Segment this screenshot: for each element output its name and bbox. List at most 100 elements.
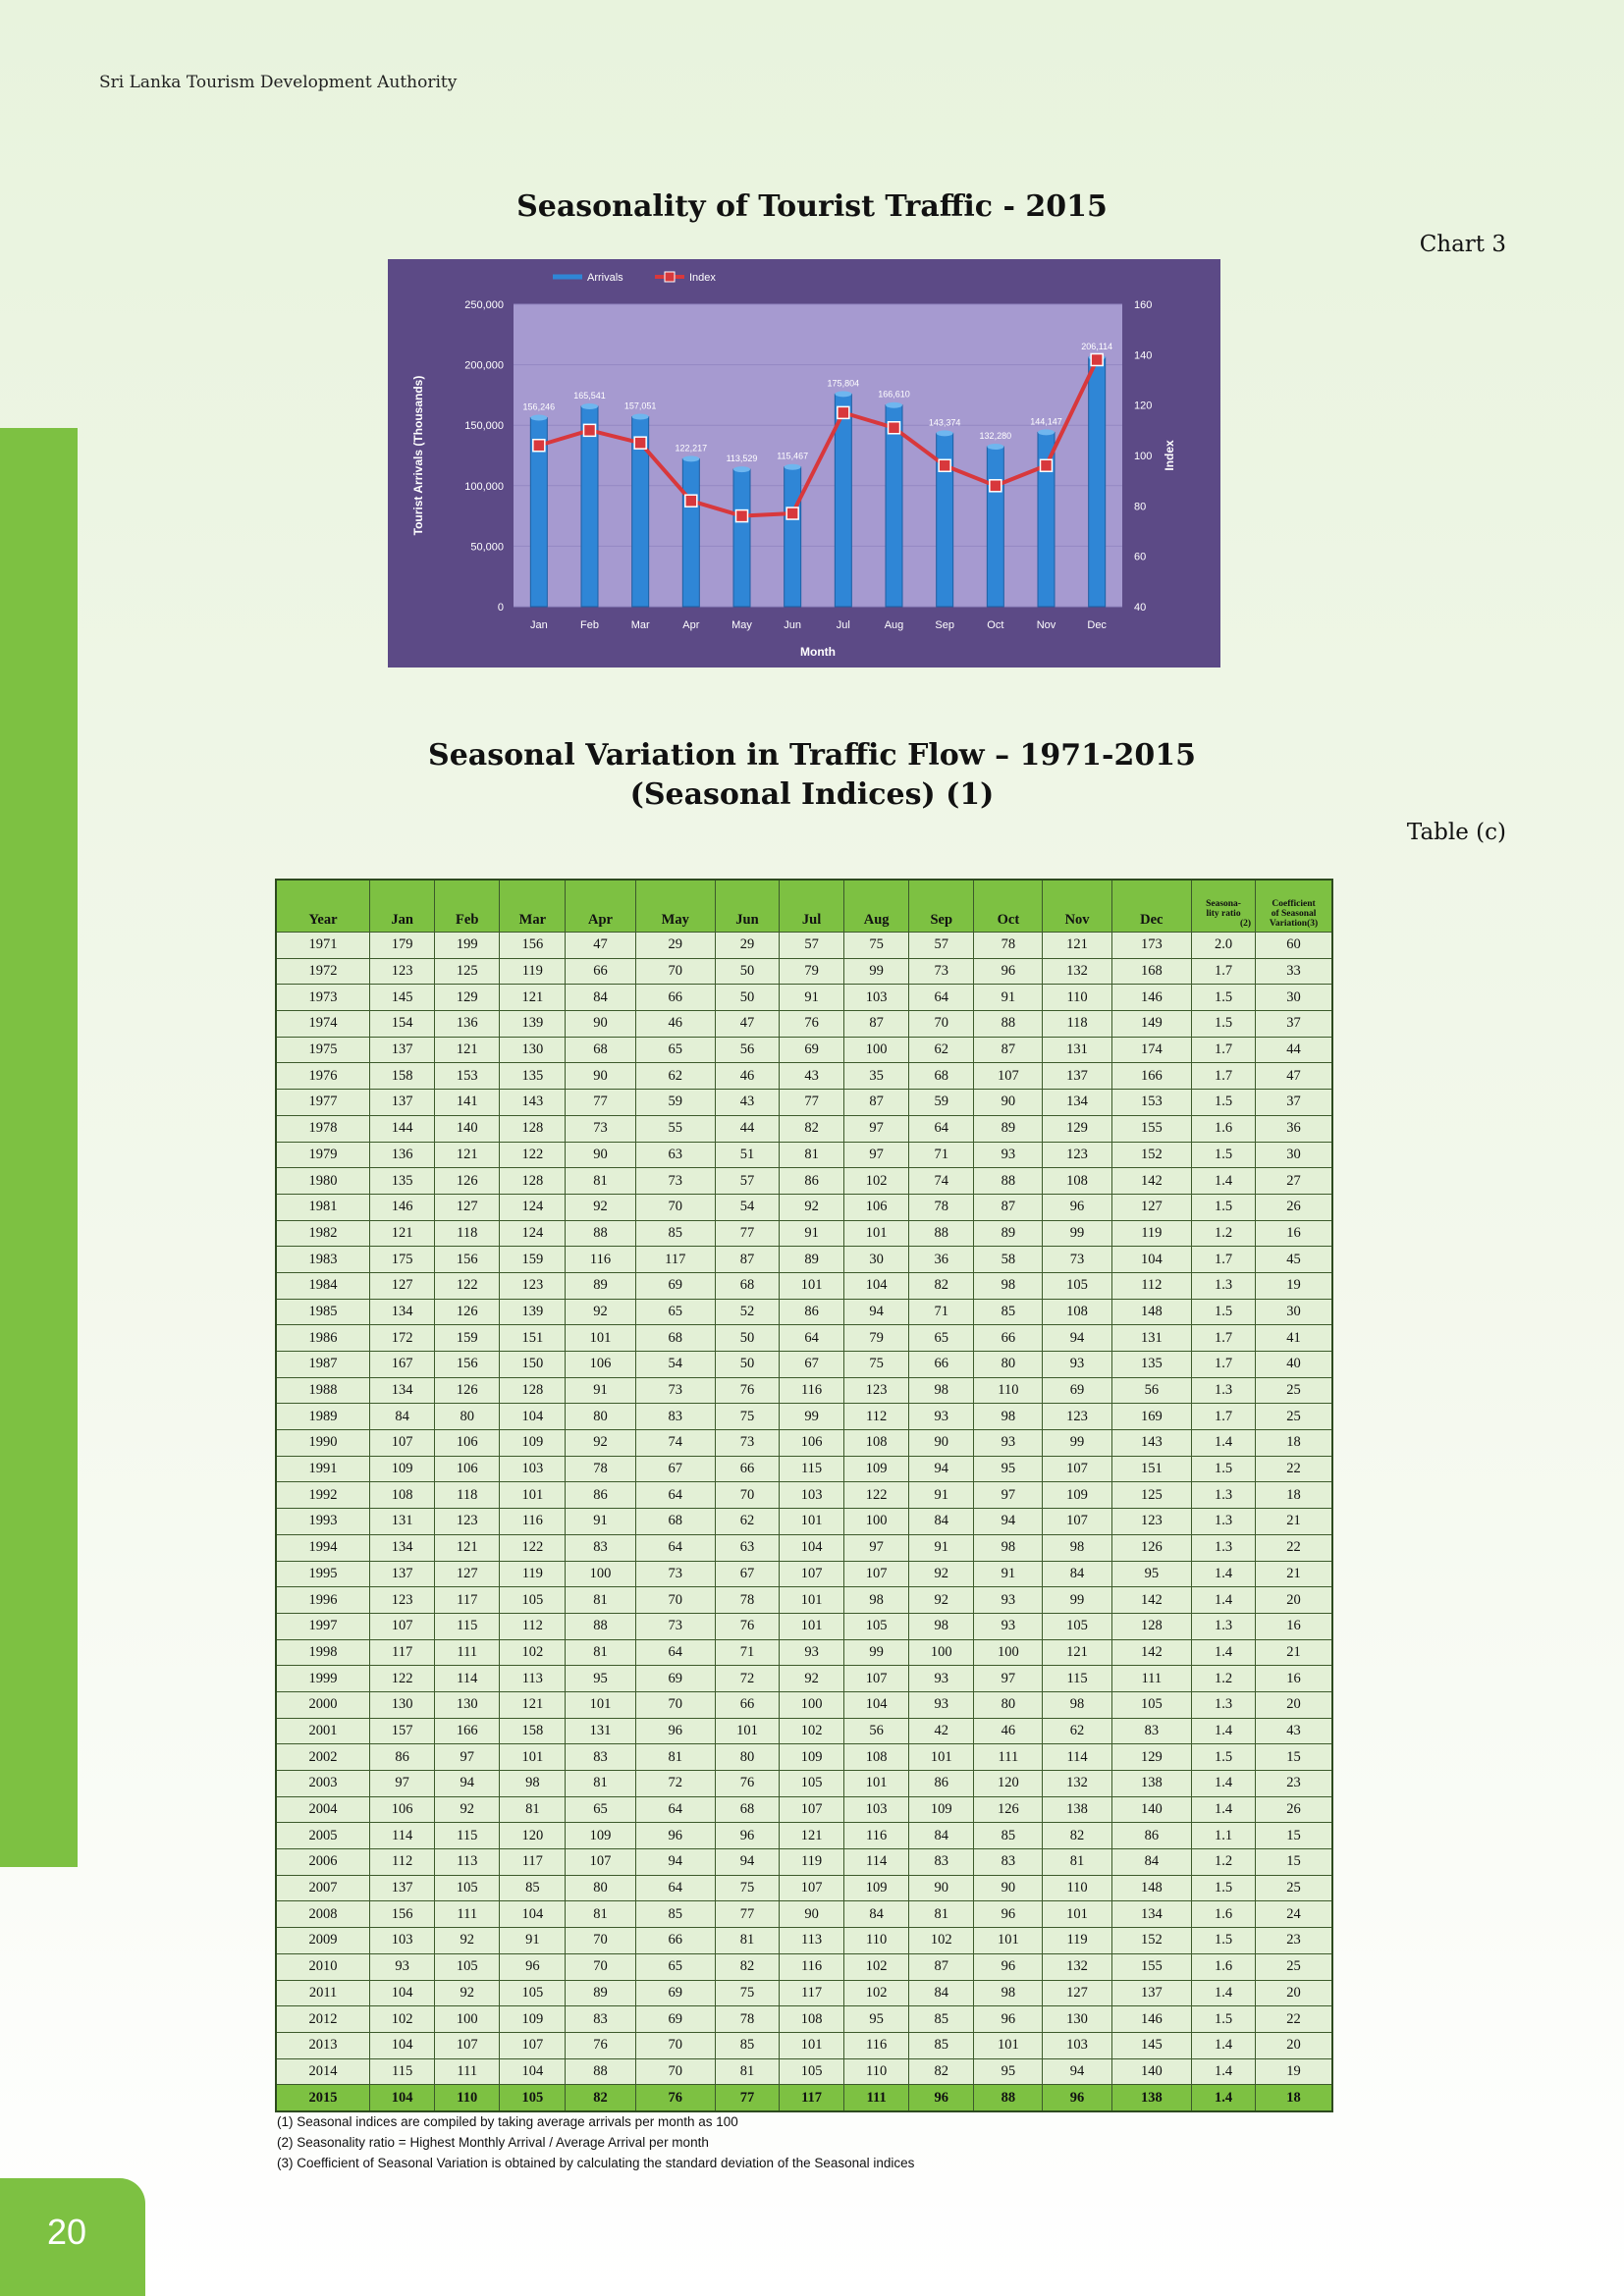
table-cell: 70: [714, 1481, 781, 1510]
table-cell: 104: [499, 2057, 567, 2086]
table-cell: 30: [843, 1246, 910, 1273]
table-cell: 62: [634, 1062, 716, 1091]
table-cell: 91: [565, 1508, 636, 1535]
table-cell: 119: [1042, 1927, 1112, 1954]
bar-cap: [987, 444, 1004, 451]
x-tick-label: Mar: [631, 619, 650, 631]
table-row: 1990 107 106 109 92 74 73 106 108 90 93 99 143 1.4 18: [275, 1429, 1333, 1457]
table-cell: 109: [908, 1795, 975, 1824]
y2-tick-label: 40: [1134, 602, 1146, 614]
table-cell: 90: [779, 1900, 845, 1929]
table-cell: 98: [908, 1612, 975, 1640]
y2-tick-label: 160: [1134, 299, 1152, 311]
table-cell: 153: [434, 1062, 501, 1091]
index-marker: [532, 438, 546, 453]
table-cell: 125: [1110, 1481, 1193, 1510]
table-cell: 1.3: [1190, 1271, 1257, 1300]
table-cell: 156: [434, 1351, 501, 1378]
table-row: 2009 103 92 91 70 66 81 113 110 102 101 119 152 1.5 23: [275, 1927, 1333, 1954]
table-cell: 126: [973, 1795, 1044, 1824]
table-cell: 110: [434, 2084, 501, 2112]
table-cell: 20: [1255, 1979, 1333, 2007]
table-cell: 84: [565, 984, 636, 1012]
x-tick-label: Jan: [530, 619, 548, 631]
year-cell: 2011: [275, 1979, 371, 2007]
year-cell: 1979: [275, 1141, 371, 1169]
table-cell: 100: [565, 1560, 636, 1588]
table-cell: 27: [1255, 1167, 1333, 1195]
table-cell: 65: [565, 1795, 636, 1824]
table-cell: 126: [434, 1376, 501, 1405]
table-cell: 134: [369, 1376, 436, 1405]
table-cell: 25: [1255, 1376, 1333, 1405]
table-cell: 18: [1255, 2084, 1333, 2112]
y2-tick-label: 100: [1134, 451, 1152, 462]
note-1: (1) Seasonal indices are compiled by tak…: [277, 2114, 738, 2129]
table-cell: 88: [973, 1010, 1044, 1038]
table-row: 1982 121 118 124 88 85 77 91 101 88 89 99 119 1.2 16: [275, 1219, 1333, 1248]
table-cell: 99: [843, 957, 910, 986]
y-tick-label: 50,000: [470, 541, 504, 553]
table-cell: 91: [779, 984, 845, 1012]
index-marker: [633, 436, 647, 450]
table-ref: Table (c): [1406, 820, 1506, 845]
table-cell: 101: [1042, 1900, 1112, 1929]
table-cell: 109: [499, 1429, 567, 1457]
table-cell: 46: [634, 1010, 716, 1038]
table-cell: 100: [908, 1638, 975, 1667]
table-cell: 94: [714, 1848, 781, 1876]
table-cell: 104: [369, 1979, 436, 2007]
coef-header-line2: of Seasonal: [1271, 909, 1317, 919]
table-cell: 106: [843, 1193, 910, 1221]
table-cell: 70: [634, 1193, 716, 1221]
table-cell: 115: [434, 1822, 501, 1850]
table-cell: 96: [908, 2084, 975, 2112]
table-row: 1980 135 126 128 81 73 57 86 102 74 88 108 142 1.4 27: [275, 1167, 1333, 1195]
table-cell: 67: [779, 1351, 845, 1378]
table-cell: 62: [714, 1508, 781, 1535]
table-cell: 97: [843, 1533, 910, 1562]
table-cell: 150: [499, 1351, 567, 1378]
table-cell: 99: [779, 1403, 845, 1431]
seasonality-chart: 0 50,000 100,000 150,000 200,000 250,000 40 60 8…: [388, 259, 1220, 667]
table-row: 2008 156 111 104 81 85 77 90 84 81 96 101 134 1.6 24: [275, 1900, 1333, 1929]
bar-cap: [581, 403, 598, 410]
table-cell: 65: [634, 1298, 716, 1326]
table-row: 1981 146 127 124 92 70 54 92 106 78 87 96 127 1.5 26: [275, 1193, 1333, 1221]
table-cell: 143: [499, 1089, 567, 1116]
table-cell: 107: [499, 2031, 567, 2059]
table-cell: 88: [565, 2057, 636, 2086]
table-cell: 15: [1255, 1848, 1333, 1876]
table-cell: 1.4: [1190, 1979, 1257, 2007]
table-cell: 122: [499, 1141, 567, 1169]
table-cell: 101: [973, 2031, 1044, 2059]
table-cell: 95: [565, 1665, 636, 1692]
index-marker: [887, 421, 901, 435]
table-cell: 107: [565, 1848, 636, 1876]
table-cell: 88: [908, 1219, 975, 1248]
table-cell: 47: [1255, 1062, 1333, 1091]
legend-index-label: Index: [689, 272, 716, 284]
table-cell: 118: [1042, 1010, 1112, 1038]
table-cell: 105: [1042, 1271, 1112, 1300]
table-cell: 107: [843, 1560, 910, 1588]
table-cell: 114: [434, 1665, 501, 1692]
table-cell: 152: [1110, 1927, 1193, 1954]
index-line: [538, 358, 1099, 518]
table-cell: 71: [714, 1638, 781, 1667]
table-cell: 94: [1042, 1324, 1112, 1352]
x-tick-label: Dec: [1087, 619, 1107, 631]
table-title-line2: (Seasonal Indices) (1): [629, 777, 995, 812]
table-cell: 105: [779, 1770, 845, 1797]
col-header-feb: Feb: [434, 879, 501, 933]
table-cell: 156: [369, 1900, 436, 1929]
table-cell: 117: [779, 2084, 845, 2112]
table-cell: 56: [714, 1036, 781, 1064]
table-cell: 94: [908, 1455, 975, 1483]
table-cell: 85: [973, 1298, 1044, 1326]
table-cell: 136: [434, 1010, 501, 1038]
table-cell: 137: [369, 1089, 436, 1116]
table-row: 1992 108 118 101 86 64 70 103 122 91 97 109 125 1.3 18: [275, 1481, 1333, 1510]
table-cell: 96: [973, 1952, 1044, 1981]
table-cell: 96: [634, 1822, 716, 1850]
